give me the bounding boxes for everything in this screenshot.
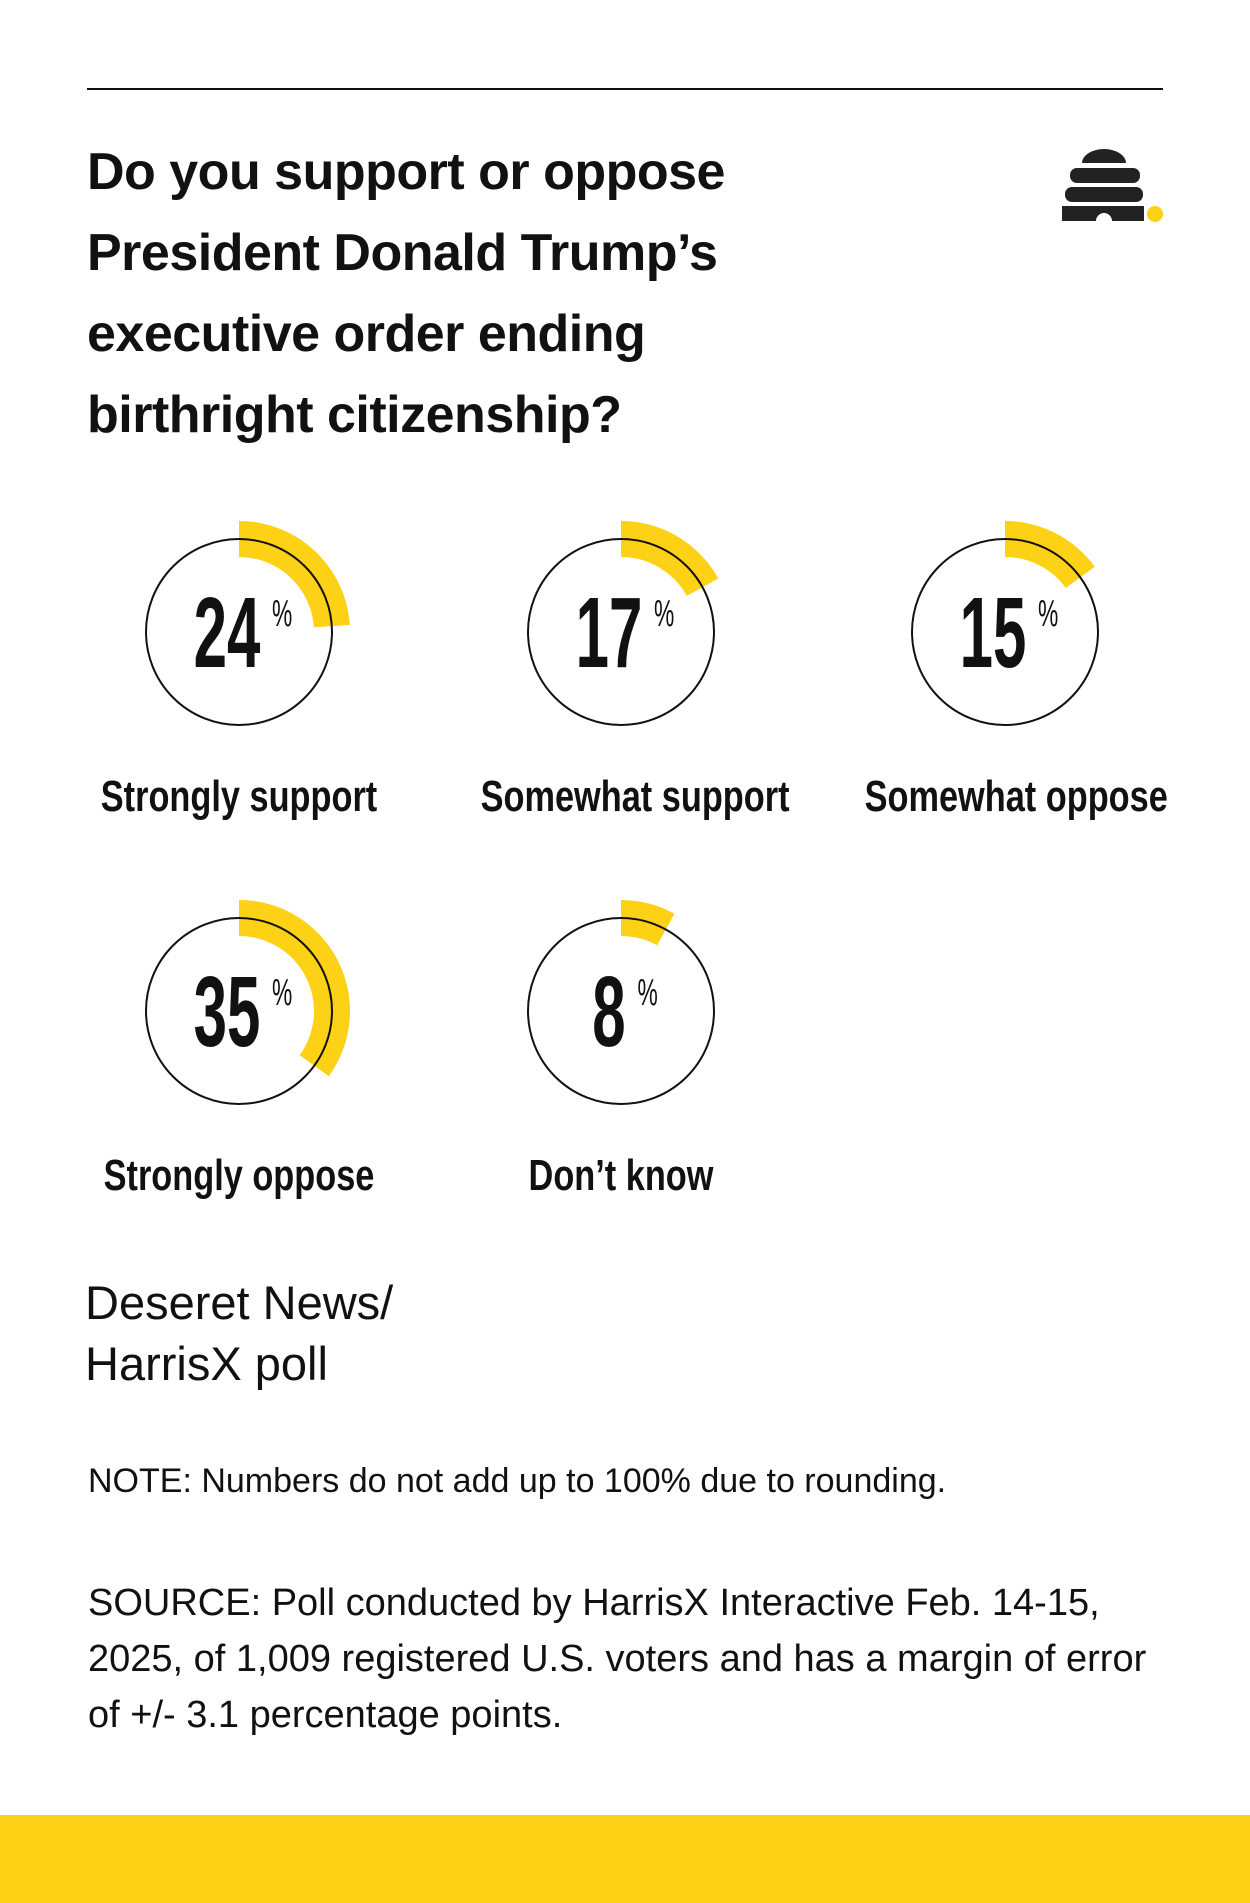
gauge-arc xyxy=(1005,521,1095,588)
gauge-value: 15 xyxy=(960,577,1027,689)
poll-source-line-2: HarrisX poll xyxy=(85,1337,328,1390)
gauge-circle xyxy=(145,917,333,1105)
top-rule xyxy=(87,88,1163,90)
gauge-value: 17 xyxy=(576,577,643,689)
gauge: 35% xyxy=(145,900,350,1105)
chart-title: Do you support or oppose President Donal… xyxy=(87,143,725,444)
gauge-label: Somewhat oppose xyxy=(864,772,1168,821)
beehive-logo-icon xyxy=(1062,149,1163,222)
gauge: 17% xyxy=(527,521,719,726)
gauge-arc xyxy=(621,521,719,596)
gauge-circle xyxy=(911,538,1099,726)
gauge-circle xyxy=(527,917,715,1105)
gauge-unit: % xyxy=(272,971,292,1013)
gauge-label: Don’t know xyxy=(528,1151,714,1200)
note: NOTE: Numbers do not add up to 100% due … xyxy=(88,1462,947,1500)
gauge-circle xyxy=(527,538,715,726)
source-text: SOURCE: Poll conducted by HarrisX Intera… xyxy=(88,1582,1147,1736)
gauge-arc xyxy=(239,900,350,1077)
gauge-value: 24 xyxy=(194,577,261,689)
gauge-value: 8 xyxy=(592,956,625,1068)
gauge-unit: % xyxy=(1038,592,1058,634)
gauge-unit: % xyxy=(654,592,674,634)
poll-source-name: Deseret News/ HarrisX poll xyxy=(85,1272,393,1394)
gauge-unit: % xyxy=(272,592,292,634)
gauge-value: 35 xyxy=(194,956,261,1068)
gauge-circle xyxy=(145,538,333,726)
poll-source-line-1: Deseret News/ xyxy=(85,1276,394,1329)
gauge-label: Somewhat support xyxy=(480,772,790,821)
gauge-arc xyxy=(239,521,350,628)
gauge: 24% xyxy=(145,521,350,726)
gauge: 8% xyxy=(527,900,715,1105)
gauge-label: Strongly support xyxy=(100,772,378,821)
gauge: 15% xyxy=(911,521,1099,726)
footer-bar xyxy=(0,1815,1250,1903)
gauge-unit: % xyxy=(638,971,658,1013)
gauge-chart: 24% 17% 15 %35% 8% xyxy=(145,521,1099,1105)
gauge-label: Strongly oppose xyxy=(103,1151,375,1200)
